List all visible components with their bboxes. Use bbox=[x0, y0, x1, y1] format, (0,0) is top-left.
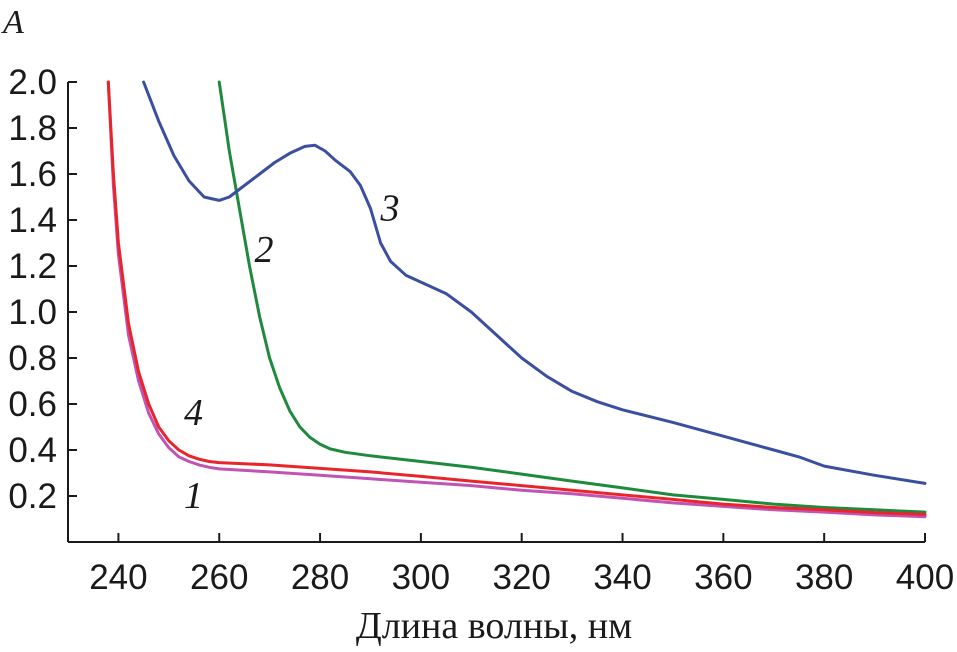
series-4-label: 4 bbox=[184, 392, 203, 434]
x-tick-label: 380 bbox=[795, 558, 853, 597]
y-tick-label: 0.2 bbox=[8, 477, 57, 516]
series-2-line bbox=[217, 80, 927, 514]
y-tick-label: 0.4 bbox=[8, 431, 57, 470]
x-axis-label: Длина волны, нм bbox=[356, 605, 632, 647]
series-1-line bbox=[106, 80, 927, 519]
x-tick-label: 260 bbox=[190, 558, 248, 597]
series-4-line bbox=[106, 80, 927, 516]
x-tick-label: 280 bbox=[291, 558, 349, 597]
y-tick-label: 1.0 bbox=[8, 293, 57, 332]
x-tick-label: 360 bbox=[694, 558, 752, 597]
series-3-label: 3 bbox=[380, 188, 400, 230]
y-tick-label: 1.6 bbox=[8, 155, 57, 194]
y-tick-label: 1.2 bbox=[8, 247, 57, 286]
x-tick-label: 400 bbox=[896, 558, 954, 597]
x-tick-label: 320 bbox=[493, 558, 551, 597]
x-tick-label: 340 bbox=[593, 558, 651, 597]
y-tick-label: 1.8 bbox=[8, 109, 57, 148]
y-tick-label: 1.4 bbox=[8, 201, 57, 240]
y-tick-label: 2.0 bbox=[8, 63, 57, 102]
axes: 0.2 0.4 0.6 0.8 1.0 1.2 1.4 1.6 1.8 2.0 240 260 280 3… bbox=[8, 63, 954, 597]
y-tick-label: 0.8 bbox=[8, 339, 57, 378]
series-1-label: 1 bbox=[184, 475, 203, 517]
x-tick-label: 300 bbox=[392, 558, 450, 597]
x-tick-label: 240 bbox=[89, 558, 147, 597]
series-3-line bbox=[142, 80, 927, 485]
plot-area: 1 2 3 4 bbox=[106, 80, 927, 519]
series-2-label: 2 bbox=[255, 229, 274, 271]
y-axis-label: A bbox=[1, 4, 24, 41]
y-tick-label: 0.6 bbox=[8, 385, 57, 424]
